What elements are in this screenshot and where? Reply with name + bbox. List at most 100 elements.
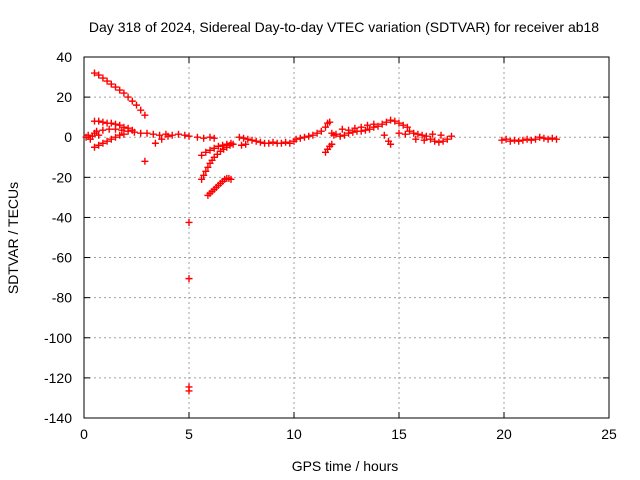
data-point (235, 133, 243, 141)
data-point (395, 129, 403, 137)
data-point (401, 130, 409, 138)
data-point (351, 124, 359, 132)
data-point (116, 86, 124, 94)
y-tick-label: -100 (44, 330, 72, 346)
x-tick-label: 10 (286, 426, 302, 442)
data-point (95, 131, 103, 139)
data-point (418, 131, 426, 139)
data-point (107, 119, 115, 127)
data-point (206, 146, 214, 154)
data-point (443, 135, 451, 143)
data-point (548, 134, 556, 142)
y-axis-label: SDTVAR / TECUs (5, 182, 21, 294)
data-point (382, 118, 390, 126)
data-point (364, 121, 371, 129)
axis-ticks (83, 56, 610, 419)
data-point (149, 130, 157, 138)
data-point (128, 97, 136, 105)
data-point (99, 126, 107, 134)
data-point (301, 133, 308, 141)
data-point (332, 130, 340, 138)
data-point (357, 123, 365, 131)
data-point (317, 127, 325, 135)
data-point (387, 140, 395, 148)
data-point (286, 139, 294, 147)
data-point (112, 83, 119, 91)
chart-title: Day 318 of 2024, Sidereal Day-to-day VTE… (89, 19, 599, 35)
data-point (210, 134, 218, 142)
data-point (156, 131, 164, 139)
data-point (502, 135, 510, 143)
data-point (515, 137, 523, 145)
data-point (200, 134, 208, 142)
data-point (223, 140, 231, 148)
data-point (429, 130, 437, 138)
data-point (105, 125, 113, 133)
y-tick-label: 20 (56, 89, 72, 105)
data-point (120, 89, 128, 97)
x-tick-label: 15 (391, 426, 407, 442)
data-point (193, 133, 201, 141)
data-point (532, 135, 539, 143)
data-points (82, 69, 560, 395)
data-point (277, 139, 285, 147)
data-point (349, 128, 357, 136)
data-point (227, 139, 235, 147)
data-point (553, 135, 560, 143)
data-point (238, 141, 245, 149)
data-point (498, 136, 506, 144)
data-point (366, 125, 374, 133)
data-point (120, 130, 128, 138)
data-point (527, 136, 535, 144)
data-point (511, 136, 518, 144)
data-point (118, 126, 126, 134)
data-point (124, 127, 132, 135)
data-point (93, 127, 101, 135)
data-point (130, 128, 138, 136)
data-point (185, 275, 193, 283)
x-axis-tick-labels: 0 5 10 15 20 25 (80, 426, 617, 442)
data-point (168, 131, 176, 139)
data-point (99, 118, 107, 126)
data-point (412, 135, 420, 143)
data-point (326, 118, 334, 126)
y-tick-label: -120 (44, 370, 72, 386)
data-point (414, 130, 422, 138)
y-tick-label: -80 (52, 290, 72, 306)
data-point (387, 116, 395, 124)
data-point (439, 137, 447, 145)
data-point (420, 136, 428, 144)
data-point (103, 77, 111, 85)
data-point (124, 93, 132, 101)
data-point (523, 135, 531, 143)
data-point (137, 129, 145, 137)
data-point (540, 134, 548, 142)
data-point (403, 123, 411, 131)
data-point (361, 126, 369, 134)
data-point (399, 121, 407, 129)
data-point (340, 131, 348, 139)
data-point (435, 138, 443, 146)
data-point (200, 171, 208, 179)
data-point (185, 132, 193, 140)
data-point (519, 136, 527, 144)
data-point (103, 137, 111, 145)
data-point (282, 138, 290, 146)
data-point (431, 137, 439, 145)
plot-frame (83, 56, 610, 419)
data-point (328, 140, 336, 148)
data-point (448, 132, 455, 140)
data-point (240, 134, 248, 142)
y-tick-label: -20 (52, 169, 72, 185)
data-point (313, 129, 321, 137)
data-point (345, 126, 353, 134)
data-point (256, 138, 264, 146)
x-tick-label: 25 (601, 426, 617, 442)
data-point (206, 133, 214, 141)
data-point (204, 163, 212, 171)
data-point (370, 120, 378, 128)
data-point (242, 140, 250, 148)
y-tick-label: 40 (56, 49, 72, 65)
data-point (141, 157, 149, 165)
data-point (265, 139, 273, 147)
